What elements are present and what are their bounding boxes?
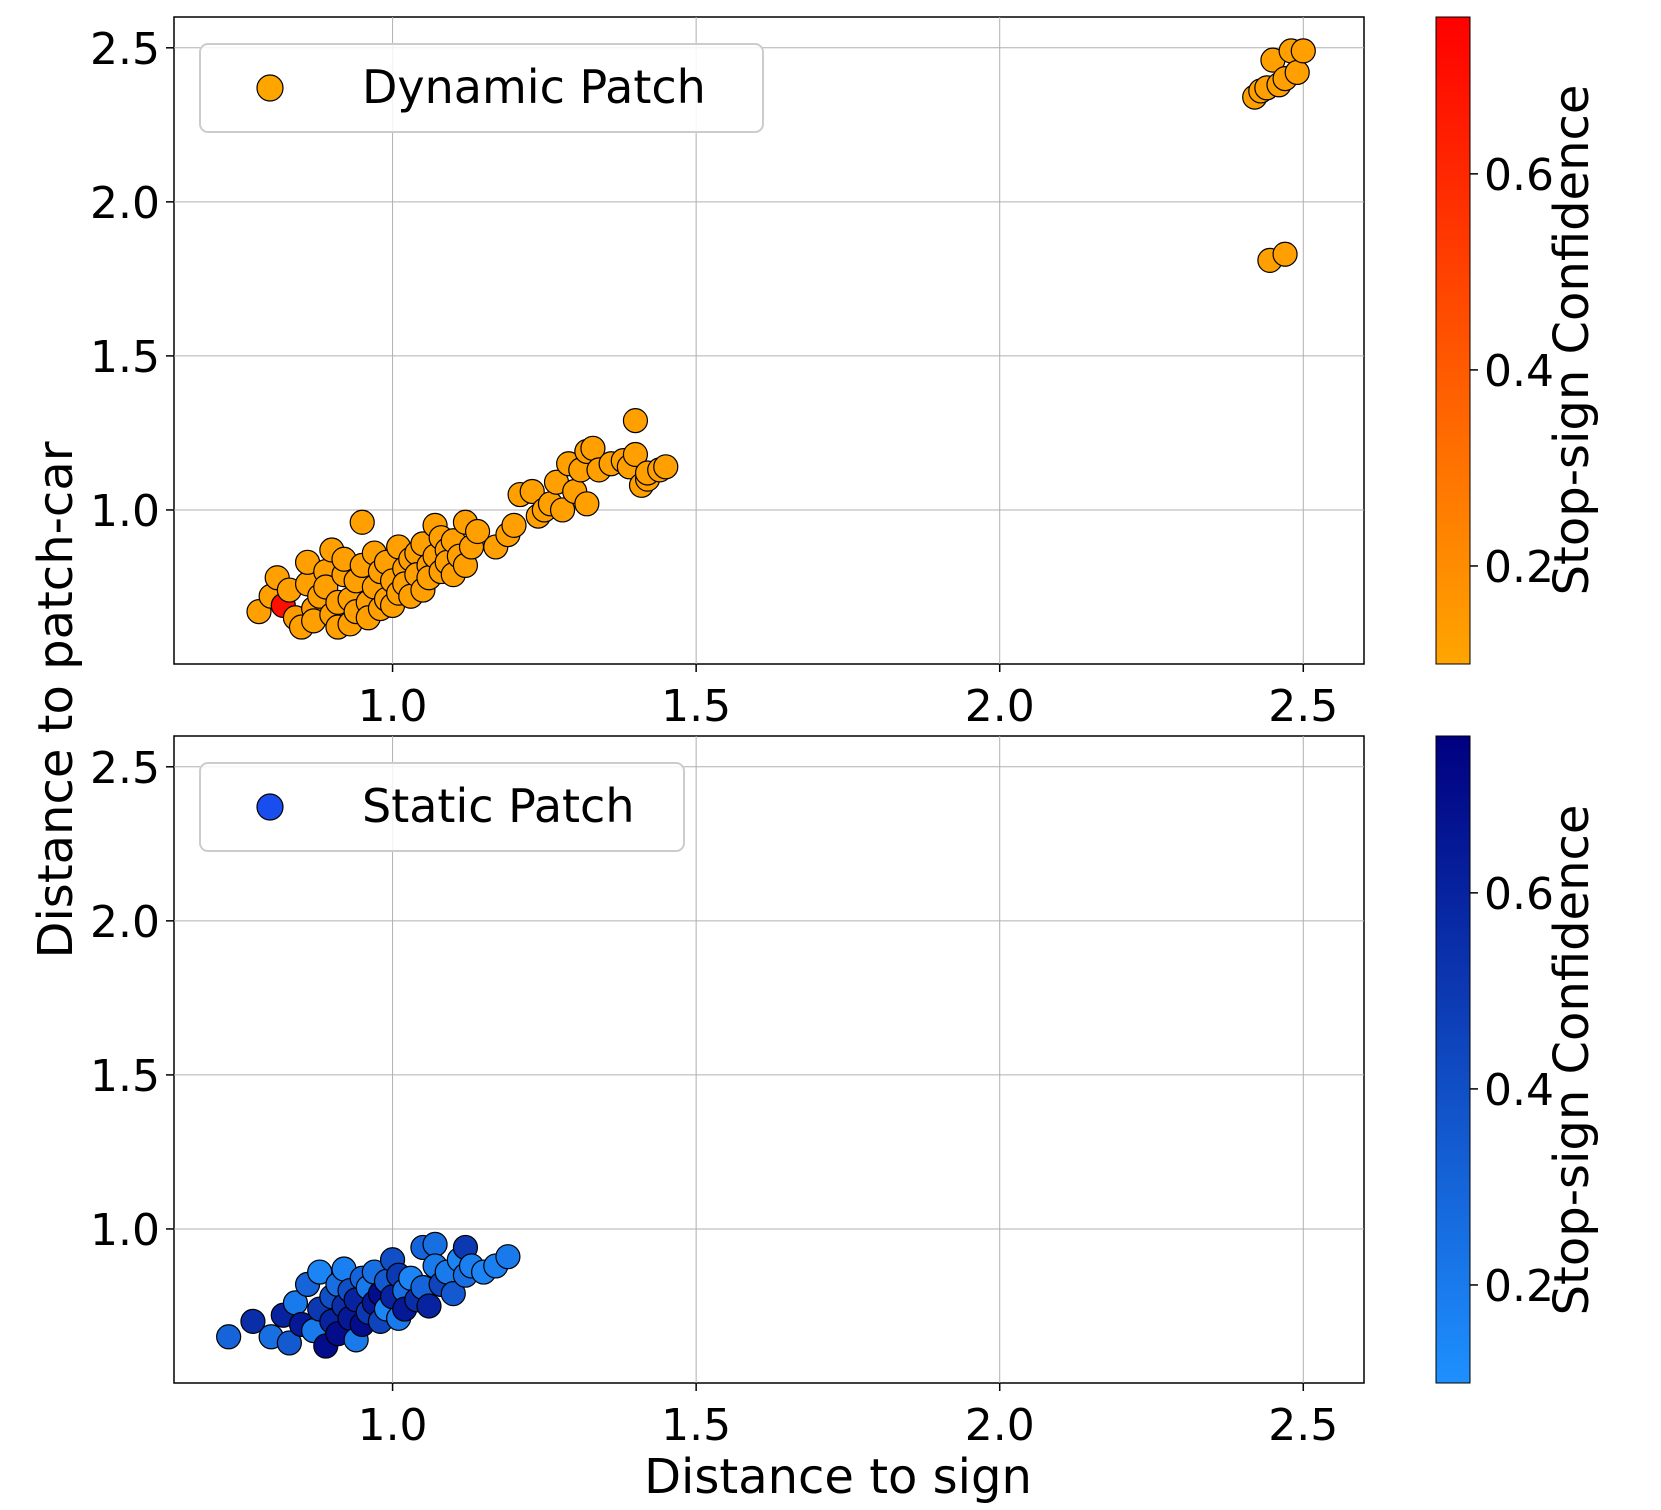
data-point xyxy=(240,1308,266,1334)
colorbar-tick-labels: 0.2 0.4 0.6 xyxy=(1470,869,1554,1312)
data-point xyxy=(622,441,649,468)
data-point xyxy=(1284,59,1310,86)
x-tick-label: 2.0 xyxy=(965,1400,1035,1451)
x-tick-label: 1.0 xyxy=(358,681,428,732)
colorbar xyxy=(1435,16,1471,665)
y-tick-label: 2.0 xyxy=(90,178,160,229)
colorbar-label: Stop-sign Confidence xyxy=(1544,805,1600,1316)
colorbar-label: Stop-sign Confidence xyxy=(1544,85,1600,596)
x-tick-labels: 1.0 1.5 2.0 2.5 xyxy=(358,664,1338,732)
data-point xyxy=(307,1259,333,1285)
legend-marker xyxy=(256,793,284,821)
x-tick-labels: 1.0 1.5 2.0 2.5 xyxy=(358,1383,1338,1451)
colorbar-tick-label: 0.2 xyxy=(1484,1261,1554,1312)
scatter-points xyxy=(216,1231,521,1359)
colorbar-tick-label: 0.6 xyxy=(1484,150,1554,201)
y-tick-label: 2.0 xyxy=(90,897,160,948)
scatter-points xyxy=(246,38,1316,640)
static-patch-panel: 1.0 1.5 2.0 2.5 1.0 1.5 2.0 2.5 Static Patch 0… xyxy=(90,735,1600,1451)
colorbar-tick-labels: 0.2 0.4 0.6 xyxy=(1470,150,1554,593)
legend-box xyxy=(199,762,685,852)
data-point xyxy=(464,518,491,545)
data-point xyxy=(574,491,600,517)
y-tick-label: 1.5 xyxy=(90,332,160,383)
colorbar-tick-label: 0.6 xyxy=(1484,869,1554,920)
y-axis-label: Distance to patch-car xyxy=(28,441,84,958)
data-point xyxy=(276,1330,302,1356)
legend: Static Patch xyxy=(199,762,685,852)
data-point xyxy=(349,509,375,535)
legend-label: Static Patch xyxy=(362,779,635,833)
y-tick-label: 2.5 xyxy=(90,743,160,794)
data-point xyxy=(653,454,679,480)
y-tick-label: 1.0 xyxy=(90,486,160,537)
legend: Dynamic Patch xyxy=(199,43,764,133)
x-tick-label: 2.5 xyxy=(1268,681,1338,732)
colorbar xyxy=(1435,735,1471,1384)
colorbar-tick-label: 0.4 xyxy=(1484,1065,1554,1116)
data-point xyxy=(216,1324,242,1350)
data-point xyxy=(622,408,649,434)
x-tick-label: 2.0 xyxy=(965,681,1035,732)
data-point xyxy=(422,1231,448,1257)
x-tick-label: 1.5 xyxy=(661,1400,731,1451)
x-tick-label: 1.0 xyxy=(358,1400,428,1451)
legend-label: Dynamic Patch xyxy=(362,60,706,114)
colorbar-tick-label: 0.4 xyxy=(1484,346,1554,397)
dynamic-patch-panel: 1.0 1.5 2.0 2.5 1.01.52.02.5 Dynamic Patch … xyxy=(90,16,1600,732)
data-point xyxy=(519,478,545,505)
y-tick-label: 1.5 xyxy=(90,1051,160,1102)
data-point xyxy=(1272,241,1298,267)
data-point xyxy=(501,512,527,538)
data-point xyxy=(495,1244,521,1270)
legend-box xyxy=(199,43,764,133)
x-tick-label: 1.5 xyxy=(661,681,731,732)
data-point xyxy=(549,497,576,523)
y-tick-label: 1.0 xyxy=(90,1205,160,1256)
legend-marker xyxy=(256,74,284,102)
y-tick-labels: 1.0 1.5 2.0 2.5 xyxy=(90,743,174,1256)
data-point xyxy=(440,1281,466,1307)
y-tick-labels: 1.0 1.5 2.0 2.5 xyxy=(90,24,174,537)
y-tick-label: 2.5 xyxy=(90,24,160,75)
data-point xyxy=(1290,38,1316,64)
x-axis-label: Distance to sign xyxy=(644,1449,1032,1505)
data-point xyxy=(416,1293,442,1319)
colorbar-tick-label: 0.2 xyxy=(1484,542,1554,593)
x-tick-label: 2.5 xyxy=(1268,1400,1338,1451)
